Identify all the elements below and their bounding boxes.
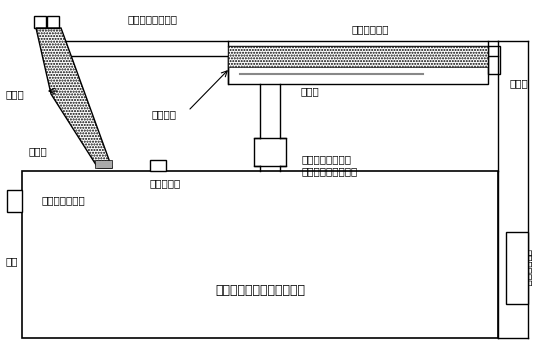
Bar	[506, 232, 528, 304]
Bar	[228, 46, 488, 84]
Text: 油面計: 油面計	[510, 78, 529, 88]
Bar	[47, 16, 59, 28]
Text: コンサベータ: コンサベータ	[351, 24, 389, 34]
Polygon shape	[95, 160, 112, 168]
Bar	[488, 47, 500, 74]
Bar	[7, 190, 22, 212]
Text: ピトー継電器又は
ブッフホルツ継電器: ピトー継電器又は ブッフホルツ継電器	[302, 154, 358, 177]
Text: ガス検知器: ガス検知器	[150, 178, 181, 188]
Bar	[228, 46, 488, 67]
Text: 衝撃ガス圧継電器: 衝撃ガス圧継電器	[128, 14, 178, 24]
Polygon shape	[36, 28, 112, 168]
Text: 窒素封入装置: 窒素封入装置	[522, 249, 532, 287]
Text: 衝撃油圧継電器: 衝撃油圧継電器	[42, 195, 86, 205]
Text: 絶縁油: 絶縁油	[301, 86, 319, 96]
Bar	[254, 138, 286, 166]
Text: 外箱: 外箱	[5, 256, 17, 266]
Bar	[150, 160, 166, 171]
Text: 放圧管: 放圧管	[28, 146, 47, 156]
Text: 避圧弁: 避圧弁	[5, 89, 24, 99]
Bar	[22, 171, 498, 338]
Text: 窒素ガス: 窒素ガス	[152, 109, 177, 119]
Bar	[34, 16, 46, 28]
Text: 窒素ガス封入式油入変圧器: 窒素ガス封入式油入変圧器	[215, 284, 305, 298]
